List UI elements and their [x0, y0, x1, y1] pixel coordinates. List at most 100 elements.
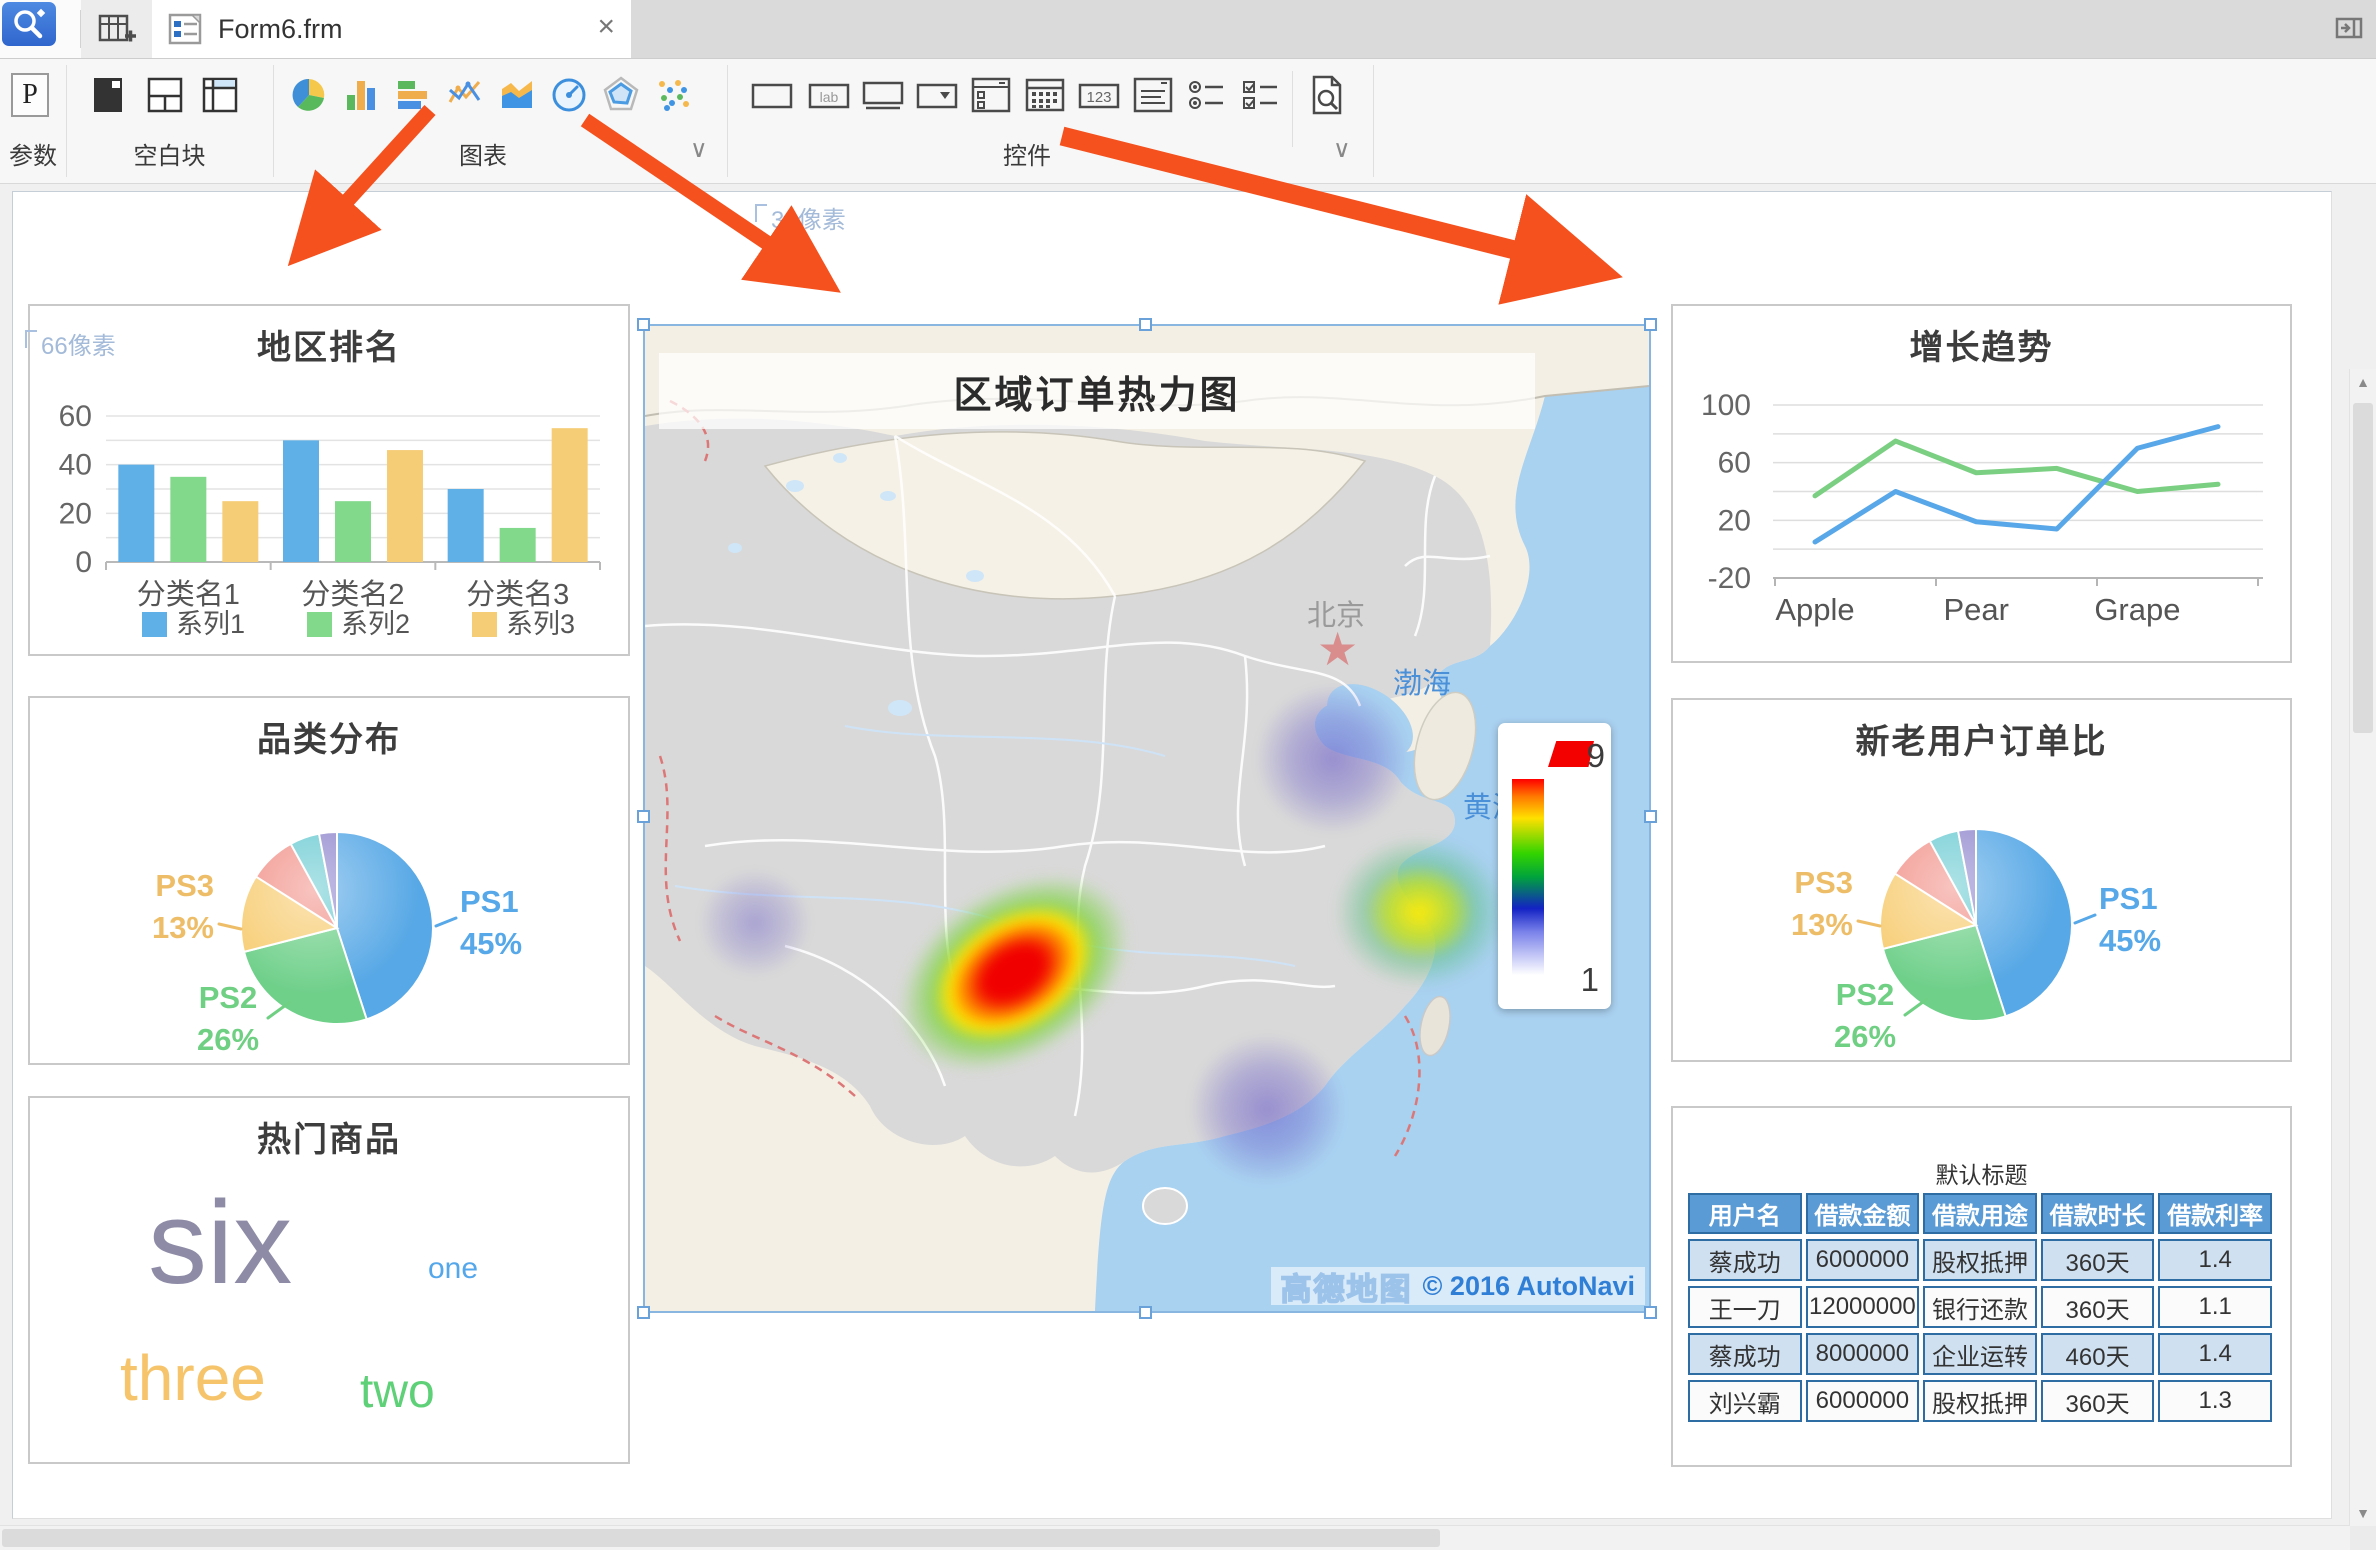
number-field-icon: 123 — [1078, 83, 1120, 109]
panel-loan-table[interactable]: 默认标题 用户名 借款金额 借款用途 借款时长 借款利率 蔡成功 6000000 股权抵押 36… — [1671, 1106, 2292, 1467]
date-picker-button[interactable] — [1021, 69, 1069, 121]
resize-handle-w[interactable] — [637, 810, 650, 823]
word-cloud-word: two — [360, 1365, 435, 1418]
word-cloud-word: six — [148, 1177, 293, 1309]
svg-text:PS3: PS3 — [155, 868, 214, 903]
table-cell: 股权抵押 — [1923, 1380, 2037, 1422]
number-field-button[interactable]: 123 — [1075, 69, 1123, 121]
text-area-button[interactable] — [859, 69, 907, 121]
horizontal-scrollbar[interactable] — [0, 1525, 2350, 1550]
resize-handle-sw[interactable] — [637, 1306, 650, 1319]
bar-chart-icon — [398, 81, 427, 109]
preview-button[interactable] — [1303, 69, 1351, 121]
table-cell: 1.1 — [2158, 1286, 2272, 1328]
chart-group-chevron-icon[interactable]: ∨ — [690, 136, 708, 163]
svg-text:系列3: 系列3 — [506, 609, 575, 639]
legend-max-marker — [1548, 741, 1594, 767]
toolbar-divider — [273, 65, 274, 177]
svg-text:0: 0 — [75, 546, 92, 579]
widget-group-chevron-icon[interactable]: ∨ — [1333, 136, 1351, 163]
resize-handle-ne[interactable] — [1644, 318, 1657, 331]
gauge-chart-icon — [552, 78, 586, 112]
group-label-params: 参数 — [9, 142, 57, 170]
area-chart-button[interactable] — [493, 69, 541, 121]
bar — [335, 501, 371, 562]
column-chart-button[interactable] — [337, 69, 385, 121]
beijing-star-marker: ★ — [1317, 623, 1359, 675]
form-page[interactable]: 31像素 66像素 地区排名 0 20 40 60 分类名1 分类名2 分类名3 系列1 系列2… — [12, 191, 2332, 1519]
svg-text:分类名1: 分类名1 — [137, 578, 240, 611]
panel-category-pie[interactable]: 品类分布 PS1 45% PS2 26% PS3 13% — [28, 696, 630, 1065]
app-logo-icon[interactable] — [2, 2, 56, 46]
word-cloud-word: one — [428, 1252, 479, 1285]
trend-line — [1812, 438, 2221, 499]
vertical-scrollbar[interactable]: ▲ ▼ — [2349, 369, 2376, 1526]
svg-text:26%: 26% — [1834, 1019, 1896, 1054]
resize-handle-s[interactable] — [1139, 1306, 1152, 1319]
panel-hot-words[interactable]: 热门商品 six three two one — [28, 1096, 630, 1464]
table-header-cell: 借款用途 — [1923, 1193, 2037, 1234]
map-copyright: © 2016 AutoNavi — [1422, 1270, 1635, 1301]
tab-form6[interactable]: Form6.frm × — [152, 0, 631, 58]
parameter-pane-button[interactable]: P — [6, 69, 54, 121]
amap-logo: 高德地图 — [1280, 1271, 1413, 1308]
growth-trend-line-chart: 100 60 20 -20 Apple Pear Grape — [1701, 389, 2263, 627]
scrollbar-corner — [2350, 1526, 2376, 1550]
check-list-button[interactable] — [967, 69, 1015, 121]
dropdown-control-button[interactable] — [913, 69, 961, 121]
gauge-chart-button[interactable] — [545, 69, 593, 121]
dock-panel-icon[interactable] — [2334, 14, 2364, 47]
grid-plus-icon — [98, 14, 136, 42]
checkbox-group-button[interactable] — [1237, 69, 1285, 121]
chart-title: 新老用户订单比 — [1855, 723, 2108, 761]
pie-chart-button[interactable] — [285, 69, 333, 121]
svg-text:系列1: 系列1 — [176, 609, 245, 639]
vertical-scroll-thumb[interactable] — [2353, 403, 2373, 733]
tab-block-icon — [202, 77, 238, 113]
list-view-icon — [1133, 77, 1173, 113]
tab-block-button[interactable] — [196, 69, 244, 121]
split-block-button[interactable] — [141, 69, 189, 121]
scroll-down-icon[interactable]: ▼ — [2356, 1505, 2370, 1521]
absolute-block-button[interactable] — [86, 69, 134, 121]
resize-handle-n[interactable] — [1139, 318, 1152, 331]
table-cell: 蔡成功 — [1688, 1239, 1802, 1281]
bar — [222, 501, 259, 562]
new-form-button[interactable] — [81, 0, 152, 58]
geo-label-beijing: 北京 — [1307, 600, 1366, 632]
table-cell: 股权抵押 — [1923, 1239, 2037, 1281]
list-view-button[interactable] — [1129, 69, 1177, 121]
resize-handle-e[interactable] — [1644, 810, 1657, 823]
table-header-cell: 用户名 — [1688, 1193, 1802, 1234]
resize-handle-se[interactable] — [1644, 1306, 1657, 1319]
radio-group-button[interactable] — [1183, 69, 1231, 121]
design-canvas[interactable]: 31像素 66像素 地区排名 0 20 40 60 分类名1 分类名2 分类名3 系列1 系列2… — [0, 184, 2376, 1550]
svg-text:45%: 45% — [2099, 923, 2161, 958]
scatter-chart-button[interactable] — [649, 69, 697, 121]
measure-label-top: 31像素 — [755, 200, 846, 235]
svg-text:-20: -20 — [1708, 562, 1751, 595]
text-field-button[interactable] — [748, 69, 796, 121]
panel-growth-trend[interactable]: 增长趋势 100 60 20 -20 Apple Pear Grape — [1671, 304, 2292, 663]
table-title: 默认标题 — [1935, 1162, 2028, 1188]
text-field-icon — [751, 83, 793, 109]
svg-text:PS1: PS1 — [2099, 881, 2158, 916]
scroll-up-icon[interactable]: ▲ — [2356, 374, 2370, 390]
group-label-blank: 空白块 — [133, 142, 206, 170]
line-chart-button[interactable] — [441, 69, 489, 121]
dropdown-icon — [916, 83, 958, 109]
tab-close-icon[interactable]: × — [597, 10, 615, 43]
panel-order-heatmap[interactable]: 区域订单热力图 北京 ★ 渤海 黄海 9 1 高德地图 © 2016 Auto — [637, 318, 1657, 1319]
table-header-cell: 借款金额 — [1805, 1193, 1920, 1234]
label-control-button[interactable]: lab — [805, 69, 853, 121]
legend-min-value: 1 — [1580, 961, 1599, 998]
bar-chart-button[interactable] — [389, 69, 437, 121]
tab-title: Form6.frm — [218, 13, 343, 44]
radar-chart-button[interactable] — [597, 69, 645, 121]
panel-region-rank[interactable]: 地区排名 0 20 40 60 分类名1 分类名2 分类名3 系列1 系列2 系列3 — [28, 304, 630, 656]
chart-title: 地区排名 — [257, 329, 401, 367]
legend-gradient — [1512, 779, 1544, 975]
horizontal-scroll-thumb[interactable] — [2, 1529, 1440, 1547]
panel-user-ratio-pie[interactable]: 新老用户订单比 PS1 45% PS2 26% PS3 13% — [1671, 698, 2292, 1062]
resize-handle-nw[interactable] — [637, 318, 650, 331]
